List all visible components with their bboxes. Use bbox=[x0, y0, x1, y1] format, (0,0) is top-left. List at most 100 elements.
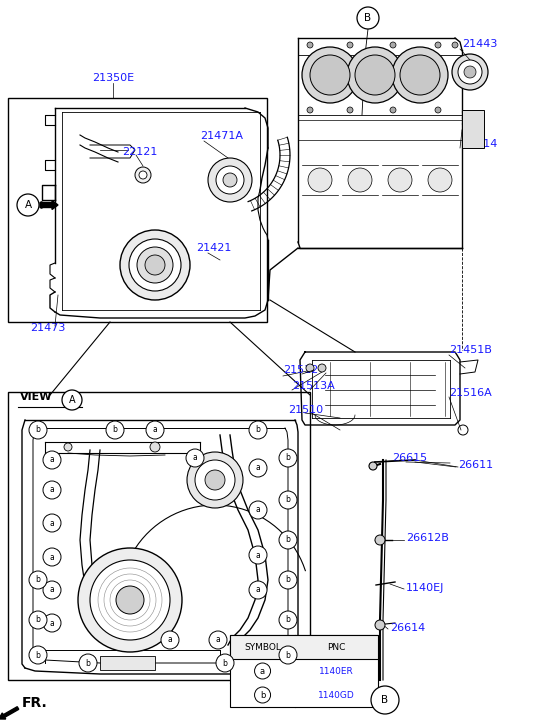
Text: 22121: 22121 bbox=[122, 147, 157, 157]
Circle shape bbox=[249, 501, 267, 519]
Circle shape bbox=[435, 42, 441, 48]
Circle shape bbox=[452, 42, 458, 48]
Text: 21510: 21510 bbox=[288, 405, 323, 415]
Circle shape bbox=[223, 173, 237, 187]
Text: a: a bbox=[50, 486, 55, 494]
Circle shape bbox=[302, 47, 358, 103]
Bar bbox=[100, 656, 155, 670]
FancyArrow shape bbox=[0, 707, 19, 719]
Circle shape bbox=[279, 449, 297, 467]
Circle shape bbox=[90, 560, 170, 640]
Text: b: b bbox=[286, 454, 291, 462]
Text: a: a bbox=[50, 456, 55, 465]
Text: b: b bbox=[113, 425, 117, 435]
Circle shape bbox=[390, 42, 396, 48]
Circle shape bbox=[371, 686, 399, 714]
Text: b: b bbox=[36, 425, 41, 435]
Circle shape bbox=[209, 631, 227, 649]
Circle shape bbox=[150, 442, 160, 452]
Text: b: b bbox=[36, 651, 41, 659]
Circle shape bbox=[43, 514, 61, 532]
Circle shape bbox=[249, 421, 267, 439]
Text: VIEW: VIEW bbox=[20, 392, 52, 402]
Circle shape bbox=[139, 171, 147, 179]
Circle shape bbox=[120, 230, 190, 300]
Circle shape bbox=[216, 654, 234, 672]
Text: a: a bbox=[50, 585, 55, 595]
Circle shape bbox=[307, 107, 313, 113]
Circle shape bbox=[357, 7, 379, 29]
Circle shape bbox=[428, 168, 452, 192]
Text: 26615: 26615 bbox=[392, 453, 427, 463]
Text: SYMBOL: SYMBOL bbox=[244, 643, 281, 651]
Circle shape bbox=[116, 586, 144, 614]
Text: b: b bbox=[260, 691, 265, 699]
Circle shape bbox=[464, 66, 476, 78]
Circle shape bbox=[187, 452, 243, 508]
Circle shape bbox=[279, 646, 297, 664]
Circle shape bbox=[43, 548, 61, 566]
Circle shape bbox=[390, 107, 396, 113]
Text: a: a bbox=[153, 425, 157, 435]
Text: A: A bbox=[24, 200, 31, 210]
Text: 21421: 21421 bbox=[196, 243, 232, 253]
Circle shape bbox=[64, 443, 72, 451]
Bar bbox=[230, 635, 378, 659]
Text: 26614: 26614 bbox=[390, 623, 425, 633]
Circle shape bbox=[43, 614, 61, 632]
Circle shape bbox=[43, 481, 61, 499]
Text: a: a bbox=[256, 585, 260, 595]
Circle shape bbox=[195, 460, 235, 500]
Text: a: a bbox=[50, 518, 55, 528]
Circle shape bbox=[369, 462, 377, 470]
Bar bbox=[8, 98, 267, 322]
Text: a: a bbox=[216, 635, 220, 645]
Text: b: b bbox=[286, 651, 291, 659]
Circle shape bbox=[17, 194, 39, 216]
Circle shape bbox=[400, 55, 440, 95]
Circle shape bbox=[347, 107, 353, 113]
Circle shape bbox=[161, 631, 179, 649]
Circle shape bbox=[318, 364, 326, 372]
Circle shape bbox=[347, 42, 353, 48]
Circle shape bbox=[129, 239, 181, 291]
Bar bbox=[462, 110, 484, 148]
Circle shape bbox=[435, 107, 441, 113]
Circle shape bbox=[307, 42, 313, 48]
Circle shape bbox=[279, 531, 297, 549]
Text: 26612B: 26612B bbox=[406, 533, 449, 543]
Text: a: a bbox=[50, 553, 55, 561]
Circle shape bbox=[310, 55, 350, 95]
Text: b: b bbox=[286, 576, 291, 585]
Text: b: b bbox=[286, 616, 291, 624]
Text: 21350E: 21350E bbox=[92, 73, 134, 83]
Text: a: a bbox=[193, 454, 197, 462]
Bar bbox=[8, 392, 310, 680]
Bar bbox=[230, 635, 378, 707]
Text: a: a bbox=[256, 464, 260, 473]
Circle shape bbox=[279, 571, 297, 589]
Text: a: a bbox=[256, 550, 260, 560]
Circle shape bbox=[205, 470, 225, 490]
Text: 21512: 21512 bbox=[283, 365, 318, 375]
Text: b: b bbox=[36, 616, 41, 624]
Text: b: b bbox=[222, 659, 227, 667]
Circle shape bbox=[146, 421, 164, 439]
Circle shape bbox=[279, 611, 297, 629]
Text: a: a bbox=[260, 667, 265, 675]
Circle shape bbox=[458, 425, 468, 435]
Text: B: B bbox=[381, 695, 388, 705]
Text: 26611: 26611 bbox=[458, 460, 493, 470]
Circle shape bbox=[308, 168, 332, 192]
Circle shape bbox=[43, 581, 61, 599]
Circle shape bbox=[452, 54, 488, 90]
Text: 21443: 21443 bbox=[462, 39, 497, 49]
Text: 21513A: 21513A bbox=[292, 381, 335, 391]
Circle shape bbox=[29, 421, 47, 439]
Circle shape bbox=[29, 611, 47, 629]
Text: B: B bbox=[365, 13, 372, 23]
Text: a: a bbox=[50, 619, 55, 627]
Circle shape bbox=[347, 47, 403, 103]
Text: b: b bbox=[85, 659, 90, 667]
Circle shape bbox=[458, 60, 482, 84]
